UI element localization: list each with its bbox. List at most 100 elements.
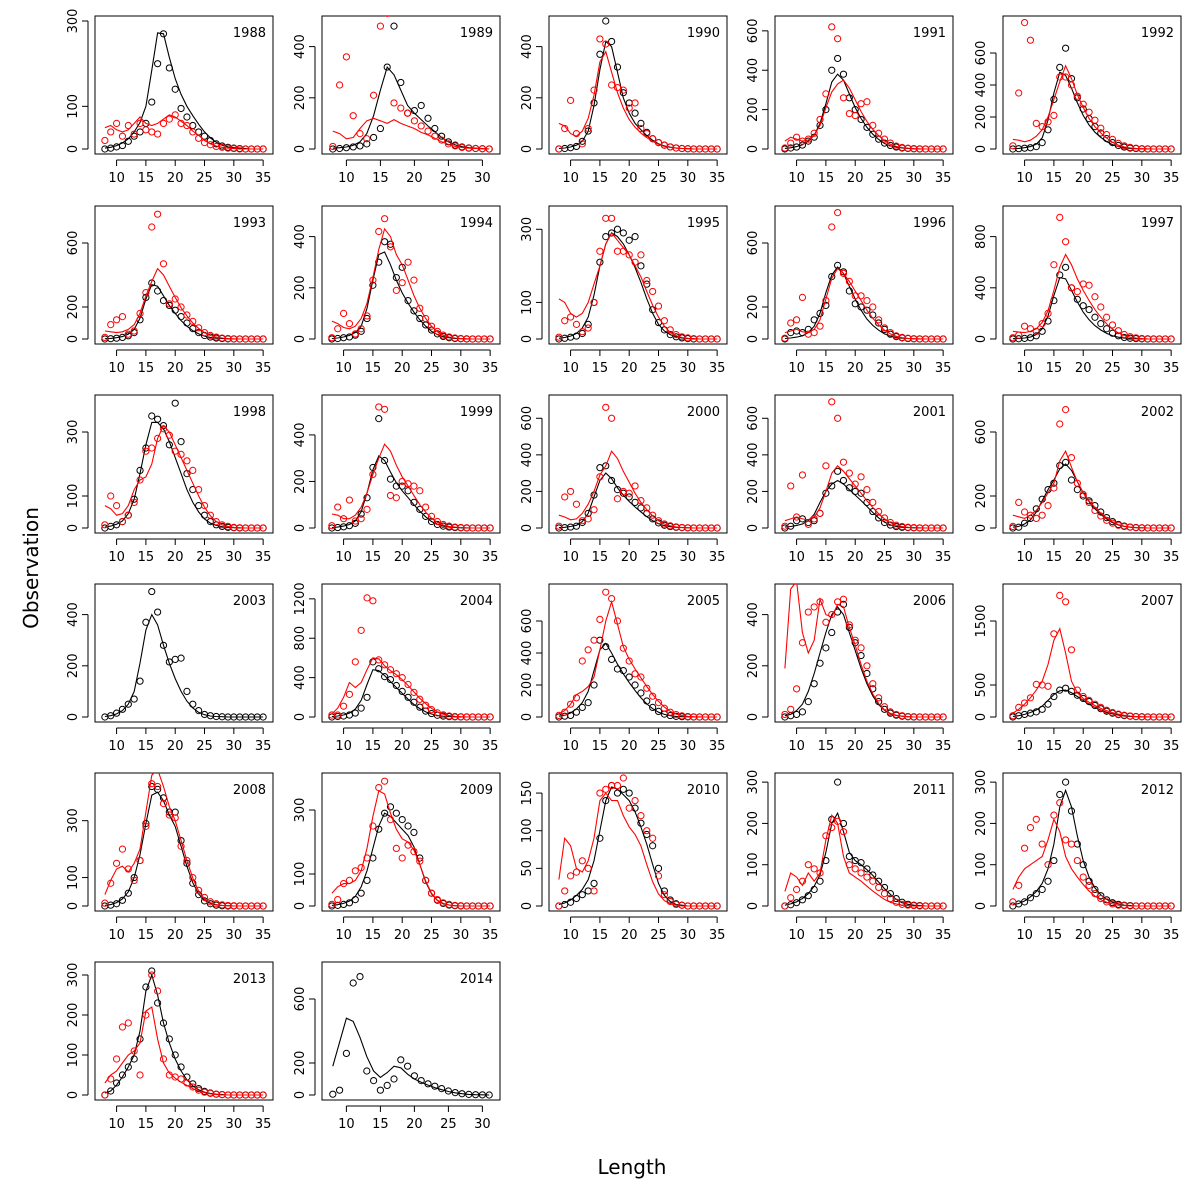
obs-point-red [566, 96, 575, 104]
x-tick-label: 30 [680, 550, 697, 565]
obs-point-red [625, 104, 633, 112]
obs-point-red [404, 841, 412, 849]
obs-point-red [1015, 89, 1023, 97]
obs-point-red [1067, 81, 1076, 89]
obs-point-black [444, 1087, 452, 1095]
obs-point-red [816, 598, 824, 606]
obs-point-red [886, 894, 894, 903]
plot-area [781, 23, 947, 153]
obs-point-black [1032, 332, 1040, 340]
panel-1994: 0 200 400 10 15 20 25 30 35 1994 [293, 205, 501, 376]
obs-point-red [637, 251, 645, 259]
plot-area [781, 584, 947, 721]
obs-point-black [142, 618, 150, 626]
obs-point-red [561, 317, 569, 325]
obs-point-black [596, 50, 604, 58]
obs-point-red [148, 971, 156, 979]
obs-point-red [1026, 511, 1035, 519]
obs-point-red [345, 320, 354, 328]
x-tick-label: 35 [255, 171, 272, 186]
x-tick-label: 35 [709, 171, 726, 186]
obs-point-black [165, 658, 173, 666]
obs-point-black [1044, 877, 1052, 885]
obs-point-red [804, 608, 812, 616]
obs-point-black [112, 521, 121, 529]
obs-point-red [643, 130, 651, 138]
obs-point-black [159, 422, 168, 430]
y-tick-label: 0 [520, 335, 535, 343]
obs-point-black [107, 712, 115, 720]
y-tick-label: 400 [974, 275, 989, 300]
obs-point-red [416, 304, 424, 312]
obs-point-red [787, 894, 795, 902]
obs-point-red [136, 1071, 144, 1079]
obs-point-black [649, 306, 657, 314]
y-tick-label: 200 [746, 295, 761, 320]
obs-point-black [845, 287, 853, 295]
obs-point-red [781, 710, 789, 719]
y-tick-label: 100 [66, 865, 81, 890]
obs-point-black [660, 887, 668, 895]
obs-point-red [596, 35, 604, 43]
x-tick-label: 10 [562, 739, 579, 754]
x-tick-label: 35 [1163, 739, 1180, 754]
x-tick-label: 35 [1163, 171, 1180, 186]
obs-point-red [427, 322, 436, 330]
y-tick-label: 600 [974, 420, 989, 445]
obs-point-black [625, 493, 633, 501]
x-tick-label: 25 [196, 171, 213, 186]
x-tick-label: 10 [108, 1117, 125, 1132]
x-tick-label: 10 [1016, 361, 1033, 376]
obs-point-red [578, 328, 586, 336]
y-tick-label: 0 [746, 902, 761, 910]
x-tick-label: 10 [338, 1117, 355, 1132]
y-tick-label: 400 [974, 73, 989, 98]
obs-point-red [334, 503, 342, 511]
obs-point-black [880, 705, 889, 713]
obs-point-red [1032, 327, 1040, 335]
obs-point-red [351, 658, 359, 666]
obs-point-red [625, 804, 633, 812]
fit-line-red [332, 117, 490, 150]
obs-point-red [154, 987, 162, 995]
obs-point-red [427, 889, 436, 897]
obs-point-black [1062, 44, 1070, 52]
obs-point-red [1032, 514, 1040, 523]
plot-area [101, 30, 267, 153]
y-tick-label: 0 [746, 524, 761, 532]
fit-line-red [784, 267, 944, 340]
x-tick-label: 25 [876, 171, 893, 186]
obs-point-black [1044, 317, 1052, 325]
y-tick-label: 0 [974, 335, 989, 343]
y-tick-label: 400 [66, 602, 81, 627]
x-tick-label: 35 [255, 739, 272, 754]
y-tick-label: 200 [746, 97, 761, 122]
obs-point-red [424, 127, 432, 135]
obs-point-red [781, 334, 789, 342]
obs-point-red [356, 130, 364, 138]
obs-point-red [1079, 490, 1087, 498]
obs-point-black [189, 700, 197, 708]
x-tick-label: 30 [680, 171, 697, 186]
obs-point-red [154, 434, 162, 442]
plot-area [328, 777, 494, 910]
obs-point-red [566, 700, 575, 708]
obs-point-black [643, 830, 651, 839]
obs-point-black [1079, 302, 1087, 310]
x-tick-label: 15 [1046, 171, 1063, 186]
panel-2009: 0 100 300 10 15 20 25 30 35 2009 [293, 772, 501, 943]
obs-point-black [649, 842, 657, 850]
obs-point-black [376, 124, 384, 133]
obs-point-black [863, 865, 871, 873]
obs-point-red [845, 277, 853, 285]
x-tick-label: 20 [394, 739, 411, 754]
obs-point-red [857, 100, 865, 108]
x-tick-label: 10 [788, 928, 805, 943]
obs-point-black [619, 785, 627, 793]
obs-point-red [596, 247, 604, 255]
obs-point-black [107, 1087, 115, 1095]
obs-point-black [159, 30, 168, 38]
obs-point-red [1015, 703, 1023, 712]
obs-point-red [649, 135, 657, 143]
obs-point-red [631, 99, 639, 107]
